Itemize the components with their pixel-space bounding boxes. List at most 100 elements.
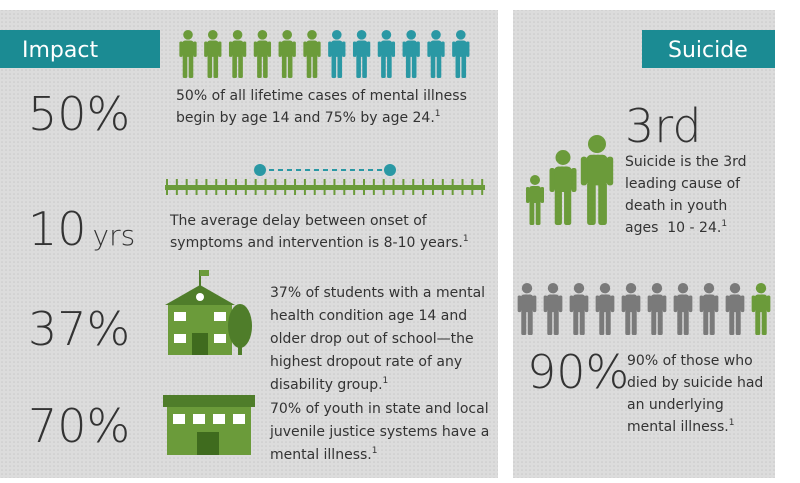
- leg: [362, 54, 367, 78]
- text-line: 37% of students with a mental: [270, 285, 485, 301]
- arm: [218, 41, 222, 57]
- footnote-ref: 1: [463, 234, 469, 244]
- head: [729, 283, 741, 294]
- timeline-dot: [254, 164, 266, 176]
- leg: [337, 54, 343, 78]
- section-title: Suicide: [668, 38, 748, 63]
- timeline-tick: [225, 179, 228, 195]
- leg: [257, 54, 262, 78]
- text-line: 70% of youth in state and local: [270, 401, 489, 417]
- leg: [430, 54, 436, 78]
- timeline-tick: [185, 179, 188, 195]
- arm: [278, 41, 282, 57]
- text-line: juvenile justice systems have a: [269, 424, 489, 440]
- arm: [204, 41, 208, 57]
- window: [193, 414, 205, 424]
- stat-text: health condition age 14 and: [270, 308, 467, 324]
- stat-text: symptoms and intervention is 8-10 years.…: [170, 234, 469, 251]
- clock: [196, 293, 204, 301]
- leg: [232, 54, 237, 78]
- arm: [328, 41, 332, 57]
- window: [213, 414, 225, 424]
- leg: [755, 310, 761, 335]
- footnote-ref: 1: [721, 219, 727, 229]
- torso: [256, 40, 269, 57]
- window: [214, 334, 226, 343]
- leg: [579, 310, 585, 335]
- leg: [683, 310, 689, 335]
- stat-text: 50% of all lifetime cases of mental illn…: [176, 88, 467, 104]
- window: [173, 414, 185, 424]
- arm: [242, 41, 247, 57]
- torso: [380, 40, 393, 57]
- timeline-tick: [313, 179, 316, 195]
- flag: [200, 270, 209, 276]
- door: [197, 432, 219, 455]
- person-icon: [278, 30, 296, 78]
- leg: [554, 189, 562, 225]
- leg: [411, 54, 417, 78]
- torso: [598, 294, 612, 313]
- arm: [751, 295, 756, 313]
- torso: [405, 40, 417, 57]
- arm: [688, 295, 693, 313]
- footnote-ref: 1: [383, 376, 389, 386]
- timeline-tick: [461, 179, 464, 195]
- leg: [182, 54, 188, 78]
- figure-value: 10: [28, 202, 87, 256]
- timeline-tick: [284, 179, 287, 195]
- leg: [535, 201, 541, 225]
- torso: [331, 40, 343, 57]
- timeline-tick: [382, 179, 385, 195]
- impact-banner: [0, 30, 160, 68]
- leg: [306, 54, 312, 78]
- head: [257, 30, 268, 40]
- leg: [405, 54, 411, 78]
- timeline-tick: [215, 179, 218, 195]
- leg: [331, 54, 337, 78]
- leg: [527, 310, 533, 335]
- figure-value: 70%: [28, 399, 130, 453]
- person-icon: [595, 283, 615, 335]
- person-icon: [303, 30, 321, 78]
- suicide-panel: [513, 10, 775, 478]
- timeline-tick: [431, 179, 434, 195]
- stat-text: 90% of those who: [627, 353, 753, 369]
- head: [456, 30, 466, 40]
- head: [573, 283, 585, 294]
- arm: [179, 41, 183, 57]
- leg: [381, 54, 386, 78]
- window: [214, 312, 226, 321]
- stat-text: died by suicide had: [627, 375, 763, 391]
- arm: [267, 41, 272, 57]
- text-line: mental illness.: [270, 447, 372, 463]
- figure-value: 50%: [28, 87, 130, 141]
- head: [381, 30, 392, 40]
- head: [555, 150, 571, 165]
- leg: [213, 54, 219, 78]
- stat-text: 37% of students with a mental: [270, 285, 485, 301]
- timeline-tick: [441, 179, 444, 195]
- head: [431, 30, 441, 40]
- text-line: mental illness.: [627, 419, 729, 435]
- leg: [657, 310, 663, 335]
- timeline-tick: [195, 179, 198, 195]
- stat-text: ages 10 - 24.1: [625, 219, 727, 236]
- torso: [650, 294, 664, 313]
- text-line: disability group.: [270, 377, 383, 393]
- timeline-tick: [392, 179, 395, 195]
- torso: [546, 294, 560, 313]
- text-line: symptoms and intervention is 8-10 years.: [170, 235, 463, 251]
- leg: [677, 310, 683, 335]
- arm: [441, 41, 445, 57]
- arm: [636, 295, 641, 313]
- arm: [342, 41, 346, 57]
- head: [282, 30, 293, 40]
- torso: [355, 40, 368, 57]
- person-icon: [569, 283, 589, 335]
- torso: [182, 40, 194, 57]
- arm: [317, 41, 321, 57]
- figure-unit: yrs: [93, 219, 136, 252]
- torso: [572, 294, 586, 313]
